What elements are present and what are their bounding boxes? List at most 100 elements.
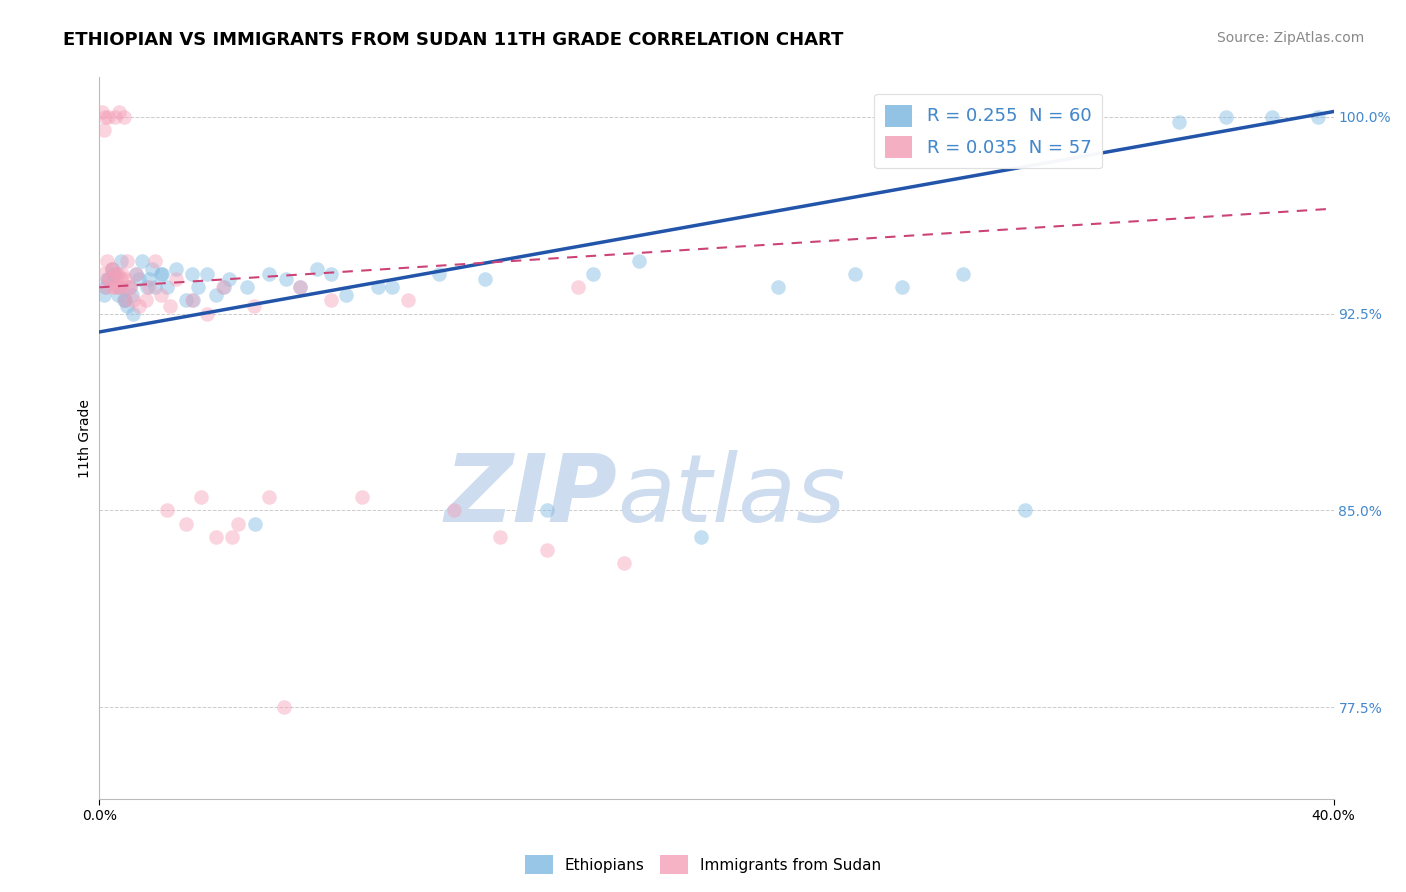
Point	[114, 293, 136, 308]
Point	[567, 280, 589, 294]
Point	[107, 288, 129, 302]
Point	[218, 272, 240, 286]
Point	[136, 280, 159, 294]
Point	[1306, 110, 1329, 124]
Point	[257, 491, 280, 505]
Point	[190, 491, 212, 505]
Point	[187, 280, 209, 294]
Point	[110, 272, 132, 286]
Point	[165, 272, 187, 286]
Point	[226, 516, 249, 531]
Point	[243, 516, 266, 531]
Point	[108, 280, 131, 294]
Point	[242, 299, 264, 313]
Point	[205, 530, 228, 544]
Point	[110, 280, 132, 294]
Point	[143, 254, 166, 268]
Point	[91, 267, 114, 281]
Point	[112, 293, 135, 308]
Point	[381, 280, 404, 294]
Point	[107, 267, 129, 281]
Point	[1261, 110, 1284, 124]
Point	[844, 267, 866, 281]
Point	[114, 272, 136, 286]
Point	[138, 280, 160, 294]
Point	[489, 530, 512, 544]
Legend: R = 0.255  N = 60, R = 0.035  N = 57: R = 0.255 N = 60, R = 0.035 N = 57	[875, 94, 1102, 169]
Point	[536, 542, 558, 557]
Point	[125, 267, 148, 281]
Point	[120, 280, 142, 294]
Point	[98, 272, 121, 286]
Point	[93, 288, 115, 302]
Point	[205, 288, 228, 302]
Point	[613, 556, 636, 570]
Point	[112, 110, 135, 124]
Point	[110, 254, 132, 268]
Point	[195, 307, 218, 321]
Point	[180, 293, 202, 308]
Point	[101, 267, 124, 281]
Point	[128, 299, 150, 313]
Point	[211, 280, 233, 294]
Point	[122, 307, 145, 321]
Point	[628, 254, 651, 268]
Point	[174, 293, 197, 308]
Point	[1014, 503, 1036, 517]
Point	[125, 267, 148, 281]
Point	[131, 254, 153, 268]
Point	[156, 280, 179, 294]
Point	[93, 123, 115, 137]
Point	[94, 110, 117, 124]
Point	[474, 272, 496, 286]
Point	[165, 262, 187, 277]
Point	[104, 267, 127, 281]
Point	[104, 280, 127, 294]
Point	[121, 288, 143, 302]
Point	[117, 280, 139, 294]
Point	[427, 267, 450, 281]
Point	[141, 262, 163, 277]
Point	[536, 503, 558, 517]
Point	[96, 254, 118, 268]
Point	[91, 104, 114, 119]
Point	[152, 267, 174, 281]
Point	[97, 272, 120, 286]
Point	[443, 503, 465, 517]
Point	[156, 503, 179, 517]
Point	[101, 262, 124, 277]
Point	[143, 280, 166, 294]
Point	[100, 262, 122, 277]
Text: ETHIOPIAN VS IMMIGRANTS FROM SUDAN 11TH GRADE CORRELATION CHART: ETHIOPIAN VS IMMIGRANTS FROM SUDAN 11TH …	[63, 31, 844, 49]
Point	[149, 288, 172, 302]
Point	[159, 299, 181, 313]
Point	[274, 272, 297, 286]
Point	[108, 104, 131, 119]
Text: Source: ZipAtlas.com: Source: ZipAtlas.com	[1216, 31, 1364, 45]
Point	[174, 516, 197, 531]
Point	[236, 280, 259, 294]
Point	[1215, 110, 1237, 124]
Point	[319, 267, 342, 281]
Point	[94, 280, 117, 294]
Point	[149, 267, 172, 281]
Point	[288, 280, 311, 294]
Point	[367, 280, 389, 294]
Point	[111, 267, 134, 281]
Point	[257, 267, 280, 281]
Point	[98, 272, 121, 286]
Point	[195, 267, 218, 281]
Text: atlas: atlas	[617, 450, 846, 541]
Point	[582, 267, 605, 281]
Point	[766, 280, 789, 294]
Point	[273, 700, 295, 714]
Point	[138, 272, 160, 286]
Point	[107, 280, 129, 294]
Point	[1168, 115, 1191, 129]
Point	[120, 280, 142, 294]
Y-axis label: 11th Grade: 11th Grade	[79, 399, 93, 478]
Point	[122, 293, 145, 308]
Point	[890, 280, 912, 294]
Point	[319, 293, 342, 308]
Point	[101, 280, 124, 294]
